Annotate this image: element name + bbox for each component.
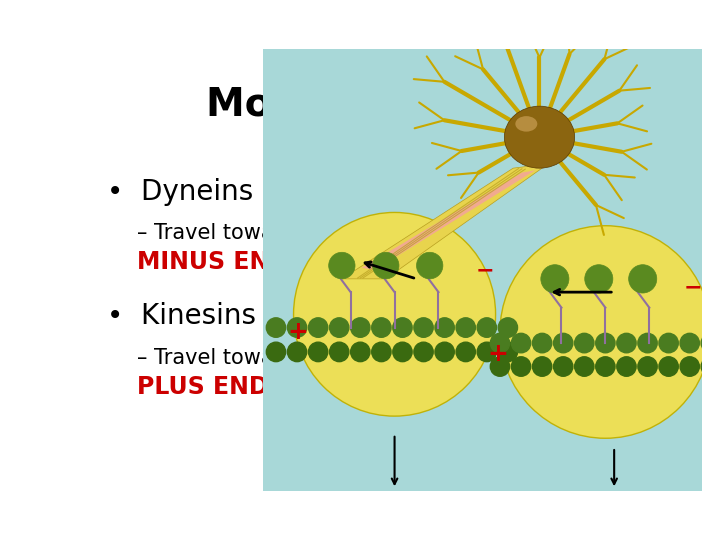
Circle shape [477, 342, 497, 362]
Circle shape [490, 333, 510, 353]
Circle shape [659, 357, 678, 376]
Circle shape [287, 342, 307, 362]
Text: – Travel towards: – Travel towards [138, 223, 307, 243]
Circle shape [266, 318, 286, 338]
Text: Kinesins: Kinesins [526, 447, 606, 464]
Text: •  Dyneins: • Dyneins [107, 178, 253, 206]
Circle shape [680, 333, 699, 353]
Circle shape [541, 265, 569, 293]
Circle shape [659, 333, 678, 353]
Circle shape [638, 357, 657, 376]
Circle shape [490, 357, 510, 376]
Circle shape [456, 342, 475, 362]
Circle shape [617, 357, 636, 376]
Text: PLUS END: PLUS END [138, 375, 269, 399]
Circle shape [595, 333, 615, 353]
Circle shape [680, 357, 699, 376]
Text: •  Kinesins: • Kinesins [107, 302, 256, 330]
Text: −: − [684, 278, 703, 298]
Circle shape [701, 333, 720, 353]
Circle shape [330, 342, 349, 362]
Circle shape [414, 342, 433, 362]
Ellipse shape [505, 106, 575, 168]
Circle shape [266, 342, 286, 362]
Circle shape [511, 333, 531, 353]
Circle shape [554, 333, 573, 353]
Text: Motor Proteins: Motor Proteins [206, 85, 532, 124]
Circle shape [595, 357, 615, 376]
Circle shape [477, 318, 497, 338]
Circle shape [554, 357, 573, 376]
Circle shape [629, 265, 657, 293]
Circle shape [511, 357, 531, 376]
Circle shape [638, 333, 657, 353]
Circle shape [308, 318, 328, 338]
Circle shape [351, 342, 370, 362]
Circle shape [414, 318, 433, 338]
Circle shape [585, 265, 613, 293]
Text: +: + [287, 320, 308, 344]
Circle shape [533, 357, 552, 376]
Circle shape [435, 318, 454, 338]
Polygon shape [342, 164, 549, 279]
Circle shape [500, 226, 711, 438]
Circle shape [330, 318, 349, 338]
Circle shape [372, 318, 391, 338]
Text: MINUS END: MINUS END [138, 251, 289, 274]
Circle shape [294, 212, 495, 416]
Circle shape [575, 357, 594, 376]
Circle shape [373, 252, 399, 279]
Circle shape [308, 342, 328, 362]
Text: −: − [475, 260, 494, 280]
Circle shape [617, 333, 636, 353]
Text: Dyneins: Dyneins [359, 447, 433, 464]
Circle shape [456, 318, 475, 338]
Ellipse shape [516, 116, 537, 132]
Text: +: + [487, 342, 508, 366]
Circle shape [701, 357, 720, 376]
Circle shape [393, 318, 412, 338]
Circle shape [498, 318, 518, 338]
Circle shape [575, 333, 594, 353]
Circle shape [498, 342, 518, 362]
Circle shape [372, 342, 391, 362]
Circle shape [417, 252, 443, 279]
Polygon shape [361, 170, 535, 270]
Circle shape [533, 333, 552, 353]
Circle shape [328, 252, 355, 279]
Circle shape [435, 342, 454, 362]
Text: – Travel towards: – Travel towards [138, 348, 307, 368]
Circle shape [287, 318, 307, 338]
Circle shape [393, 342, 412, 362]
Circle shape [351, 318, 370, 338]
FancyBboxPatch shape [263, 49, 702, 491]
